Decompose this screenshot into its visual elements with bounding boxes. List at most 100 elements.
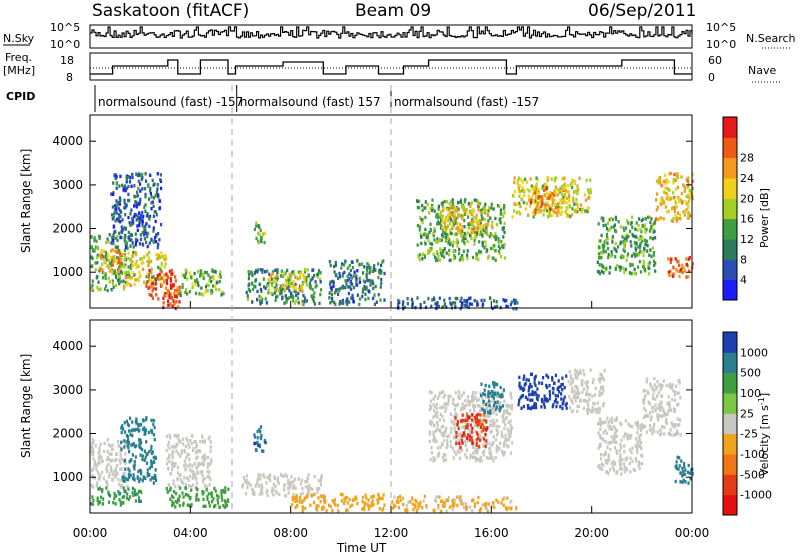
heatmap-cell xyxy=(259,425,263,429)
heatmap-cell xyxy=(552,391,555,395)
heatmap-cell xyxy=(551,405,554,409)
heatmap-cell xyxy=(434,256,437,261)
heatmap-cell xyxy=(440,238,443,242)
heatmap-cell xyxy=(552,403,555,407)
heatmap-cell xyxy=(650,415,653,419)
heatmap-cell xyxy=(463,433,466,438)
heatmap-cell xyxy=(212,504,216,509)
heatmap-cell xyxy=(435,439,438,444)
heatmap-cell xyxy=(112,259,115,264)
heatmap-cell xyxy=(456,296,459,301)
heatmap-cell xyxy=(344,498,347,502)
heatmap-cell xyxy=(688,188,692,193)
heatmap-cell xyxy=(494,305,497,309)
heatmap-cell xyxy=(339,286,342,291)
heatmap-cell xyxy=(186,277,189,281)
heatmap-cell xyxy=(646,249,649,253)
heatmap-cell xyxy=(146,474,149,478)
heatmap-cell xyxy=(429,222,432,226)
heatmap-cell xyxy=(433,435,436,440)
heatmap-cell xyxy=(120,225,123,229)
heatmap-cell xyxy=(667,431,670,436)
heatmap-cell xyxy=(150,271,153,275)
heatmap-cell xyxy=(457,231,460,235)
heatmap-cell xyxy=(158,206,161,211)
heatmap-cell xyxy=(483,209,486,214)
heatmap-cell xyxy=(484,433,487,437)
heatmap-cell xyxy=(270,282,273,286)
heatmap-cell xyxy=(305,283,308,287)
heatmap-cell xyxy=(534,197,537,201)
heatmap-cell xyxy=(267,288,270,292)
heatmap-cell xyxy=(185,455,188,460)
heatmap-cell xyxy=(112,501,115,505)
heatmap-cell xyxy=(133,488,136,492)
heatmap-cell xyxy=(446,402,450,406)
heatmap-cell xyxy=(129,266,132,271)
heatmap-cell xyxy=(207,500,211,505)
power-colorbar-swatch xyxy=(723,178,737,199)
heatmap-cell xyxy=(158,199,161,203)
heatmap-cell xyxy=(666,257,670,261)
heatmap-cell xyxy=(481,304,484,309)
heatmap-cell xyxy=(150,201,153,205)
heatmap-cell xyxy=(674,390,677,395)
heatmap-cell xyxy=(683,269,686,273)
heatmap-cell xyxy=(209,275,212,280)
heatmap-cell xyxy=(411,303,414,307)
heatmap-cell xyxy=(436,420,439,425)
heatmap-cell xyxy=(516,181,519,186)
heatmap-cell xyxy=(189,439,192,443)
heatmap-cell xyxy=(472,230,475,234)
heatmap-cell xyxy=(380,270,383,274)
heatmap-cell xyxy=(259,302,262,306)
heatmap-cell xyxy=(467,399,470,403)
heatmap-cell xyxy=(438,428,441,432)
heatmap-cell xyxy=(530,198,533,202)
heatmap-cell xyxy=(125,175,128,180)
heatmap-cell xyxy=(453,232,457,236)
heatmap-cell xyxy=(419,216,422,220)
heatmap-cell xyxy=(658,383,661,387)
heatmap-cell xyxy=(92,498,95,503)
x-tick-label: 08:00 xyxy=(273,526,308,540)
heatmap-cell xyxy=(306,493,309,498)
heatmap-cell xyxy=(168,455,171,459)
heatmap-cell xyxy=(172,482,175,486)
freq-trace xyxy=(90,59,692,75)
heatmap-cell xyxy=(452,218,455,223)
heatmap-cell xyxy=(675,429,678,433)
heatmap-cell xyxy=(115,175,118,179)
heatmap-cell xyxy=(173,433,176,438)
heatmap-cell xyxy=(119,503,122,507)
heatmap-cell xyxy=(131,486,135,491)
heatmap-cell xyxy=(474,391,477,395)
heatmap-cell xyxy=(334,260,337,265)
heatmap-cell xyxy=(581,390,584,395)
heatmap-cell xyxy=(129,232,132,237)
heatmap-cell xyxy=(604,428,607,433)
heatmap-cell xyxy=(536,192,539,197)
heatmap-cell xyxy=(143,255,146,259)
heatmap-cell xyxy=(495,446,498,450)
heatmap-cell xyxy=(443,501,446,505)
heatmap-cell xyxy=(203,476,206,481)
heatmap-cell xyxy=(648,253,651,257)
heatmap-cell xyxy=(451,504,454,508)
heatmap-cell xyxy=(598,410,601,414)
heatmap-cell xyxy=(301,491,304,495)
heatmap-cell xyxy=(428,211,431,215)
heatmap-cell xyxy=(668,382,672,386)
power-colorbar-tick: 4 xyxy=(740,274,747,287)
heatmap-cell xyxy=(513,176,516,180)
heatmap-cell xyxy=(448,505,451,509)
nave-tick-bottom: 0 xyxy=(708,71,715,84)
heatmap-cell xyxy=(288,288,291,293)
heatmap-cell xyxy=(575,395,578,399)
heatmap-cell xyxy=(649,220,652,225)
heatmap-cell xyxy=(260,268,263,272)
heatmap-cell xyxy=(452,456,455,460)
heatmap-cell xyxy=(426,202,429,207)
heatmap-cell xyxy=(495,234,498,239)
heatmap-cell xyxy=(129,244,132,248)
